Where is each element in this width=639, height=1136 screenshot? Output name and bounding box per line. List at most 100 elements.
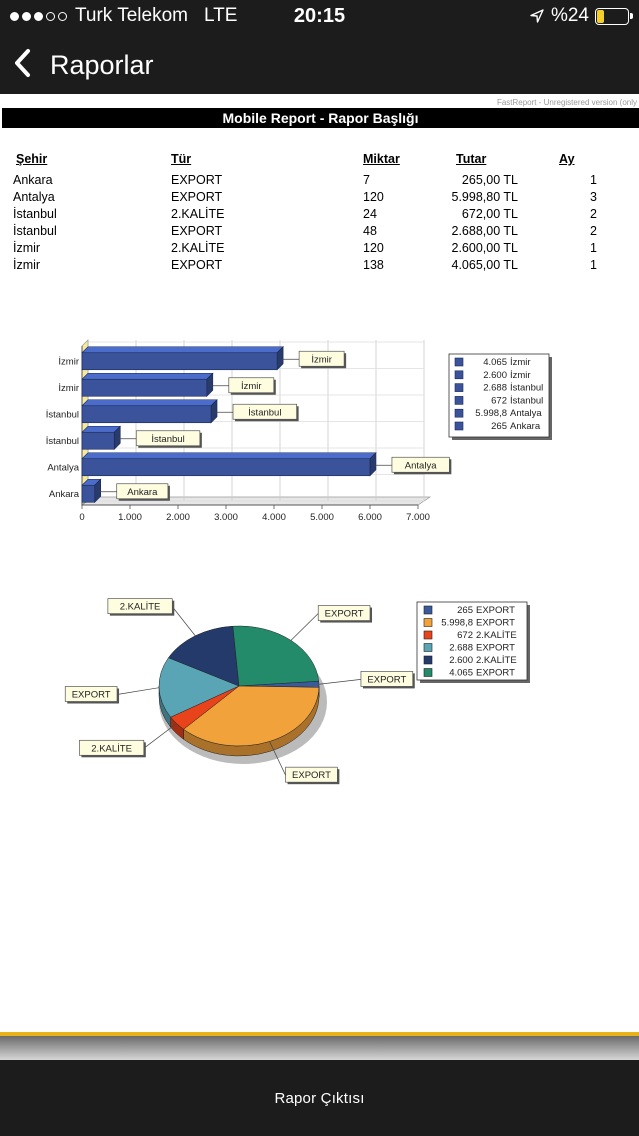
table-cell: 3 (590, 190, 597, 204)
table-cell: EXPORT (171, 258, 223, 272)
table-row: İzmir EXPORT 138 4.065,00 TL 1 (0, 258, 639, 275)
legend-value: 2.600 (449, 655, 473, 666)
data-label: Ankara (127, 487, 158, 498)
slice-label-box (317, 605, 371, 621)
table-cell: 672,00 TL (461, 207, 518, 221)
bar (81, 378, 208, 397)
table-row: Ankara EXPORT 7 265,00 TL 1 (0, 173, 639, 190)
carrier-name: Turk Telekom (75, 5, 188, 26)
shadow-band (0, 1036, 639, 1060)
legend-swatch (423, 618, 433, 627)
bar-chart: İzmir İzmir İzmir İzmir İstanbul İstanbul İsta… (46, 339, 552, 523)
slice-label-leader (290, 613, 319, 641)
table-cell: 120 (363, 241, 384, 255)
legend-label: EXPORT (476, 668, 515, 679)
y-tick-label: Ankara (49, 489, 80, 500)
table-cell: Ankara (13, 173, 53, 187)
legend-label: Ankara (510, 421, 541, 432)
legend-swatch (454, 408, 464, 418)
status-right: %24 (529, 5, 633, 27)
legend-swatch (454, 383, 464, 392)
legend-value: 2.688 (449, 643, 473, 654)
column-header: Tür (171, 152, 192, 166)
legend-label: İstanbul (510, 395, 543, 406)
legend-label: EXPORT (476, 605, 515, 616)
slice-label-box (285, 766, 338, 783)
x-tick-label: 3.000 (214, 512, 238, 523)
data-label-box (228, 377, 275, 394)
report-output-button[interactable]: Rapor Çıktısı (274, 1089, 365, 1107)
column-header: Miktar (363, 152, 400, 166)
back-button[interactable] (2, 42, 42, 84)
x-tick-label: 7.000 (406, 512, 430, 523)
legend-value: 5.998,8 (441, 618, 473, 629)
legend-swatch (423, 655, 433, 665)
data-label-box (232, 403, 297, 420)
table-cell: Antalya (13, 190, 55, 204)
slice-label-leader (116, 687, 160, 695)
x-tick-label: 2.000 (166, 512, 190, 523)
column-header: Ay (559, 152, 575, 166)
table-cell: 7 (363, 173, 370, 187)
nav-bar: Raporlar (0, 32, 639, 94)
x-tick-label: 6.000 (358, 512, 382, 523)
pie-slice (232, 625, 320, 687)
legend-value: 672 (457, 630, 473, 641)
table-cell: 24 (363, 207, 377, 221)
table-header-row: Şehir Tür Miktar Tutar Ay (0, 152, 639, 169)
table-cell: 1 (590, 241, 597, 255)
page-title: Raporlar (50, 50, 154, 80)
table-cell: 138 (363, 258, 384, 272)
slice-label-leader (318, 679, 361, 685)
table-row: İstanbul 2.KALİTE 24 672,00 TL 2 (0, 207, 639, 224)
table-cell: 2.KALİTE (171, 241, 225, 255)
data-label: Antalya (405, 460, 437, 471)
legend-swatch (454, 421, 464, 431)
legend-swatch (423, 605, 433, 615)
y-tick-label: Antalya (47, 462, 79, 473)
bar-top (81, 346, 284, 354)
table-cell: 4.065,00 TL (451, 258, 519, 272)
table-row: Antalya EXPORT 120 5.998,80 TL 3 (0, 190, 639, 207)
table-cell: EXPORT (171, 190, 223, 204)
legend-box (416, 601, 528, 681)
legend-label: EXPORT (476, 618, 515, 629)
legend-swatch (423, 668, 433, 677)
table-cell: 2.KALİTE (171, 207, 225, 221)
table-row: İstanbul EXPORT 48 2.688,00 TL 2 (0, 224, 639, 241)
data-label: İzmir (241, 381, 262, 392)
y-tick-label: İzmir (58, 356, 79, 367)
bar (81, 458, 371, 477)
network-type: LTE (203, 5, 238, 26)
bar-top (81, 452, 377, 460)
data-label-box (116, 483, 169, 500)
data-label-box (391, 456, 450, 473)
table-cell: 1 (590, 173, 597, 187)
table-cell: EXPORT (171, 173, 223, 187)
slice-label-leader (143, 723, 177, 749)
legend-value: 2.688 (483, 383, 507, 394)
legend-value: 5.998,8 (475, 408, 507, 419)
table-cell: İzmir (13, 241, 41, 255)
slice-label: EXPORT (367, 674, 406, 685)
table-cell: 48 (363, 224, 377, 238)
slice-label: 2.KALİTE (120, 602, 161, 613)
legend-label: Antalya (510, 408, 542, 419)
pie-chart: EXPORTEXPORT2.KALİTEEXPORT2.KALİTEEXPORT… (64, 598, 530, 785)
battery-percent: %24 (550, 5, 589, 26)
divider-line (0, 1032, 639, 1036)
data-label: İstanbul (151, 434, 184, 445)
report-view[interactable]: FastReport - Unregistered version (only … (0, 94, 639, 1034)
legend-label: İzmir (510, 357, 531, 368)
table-cell: 265,00 TL (461, 173, 518, 187)
y-tick-label: İstanbul (46, 409, 79, 420)
legend-value: 4.065 (449, 668, 473, 679)
table-cell: İstanbul (13, 224, 57, 238)
legend-swatch (454, 396, 464, 405)
slice-label-box (107, 598, 173, 615)
status-time: 20:15 (293, 5, 346, 27)
data-label-box (135, 430, 201, 447)
battery-icon (595, 7, 633, 25)
data-label: İzmir (311, 354, 332, 365)
legend-swatch (423, 643, 433, 652)
